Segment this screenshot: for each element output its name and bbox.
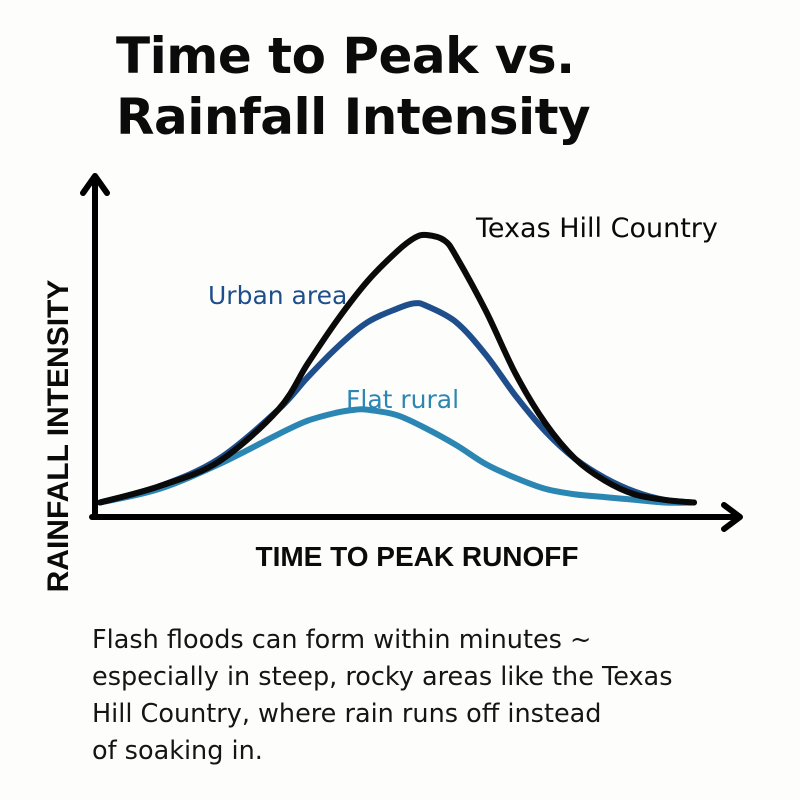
- annotation-layer: Texas Hill Country Urban area Flat rural: [208, 213, 718, 414]
- series-line-flat-rural: [97, 406, 697, 506]
- y-axis-arrowhead: [80, 173, 110, 196]
- caption-line: especially in steep, rocky areas like th…: [92, 662, 673, 692]
- plot-area: [97, 231, 697, 506]
- x-axis-arrowhead: [721, 502, 743, 532]
- caption-line: Hill Country, where rain runs off instea…: [92, 699, 602, 729]
- caption: Flash floods can form within minutes ~ e…: [92, 622, 772, 770]
- chart-title: Time to Peak vs. Rainfall Intensity: [116, 26, 776, 148]
- caption-line: Flash floods can form within minutes ~: [92, 625, 592, 655]
- chart-title-line: Time to Peak vs.: [116, 27, 575, 85]
- x-axis-label: TIME TO PEAK RUNOFF: [255, 541, 578, 572]
- series-line-texas-hill-country: [97, 231, 697, 506]
- annotation-urban-area: Urban area: [208, 281, 347, 310]
- axes: [80, 173, 743, 532]
- chart-title-line: Rainfall Intensity: [116, 88, 591, 146]
- series-layer: [97, 231, 697, 506]
- annotation-flat-rural: Flat rural: [346, 385, 459, 414]
- y-axis-label: RAINFALL INTENSITY: [42, 280, 75, 593]
- caption-line: of soaking in.: [92, 736, 263, 766]
- annotation-texas-hill-country: Texas Hill Country: [475, 213, 718, 244]
- runoff-chart: RAINFALL INTENSITY TIME TO PEAK RUNOFF T…: [42, 173, 743, 593]
